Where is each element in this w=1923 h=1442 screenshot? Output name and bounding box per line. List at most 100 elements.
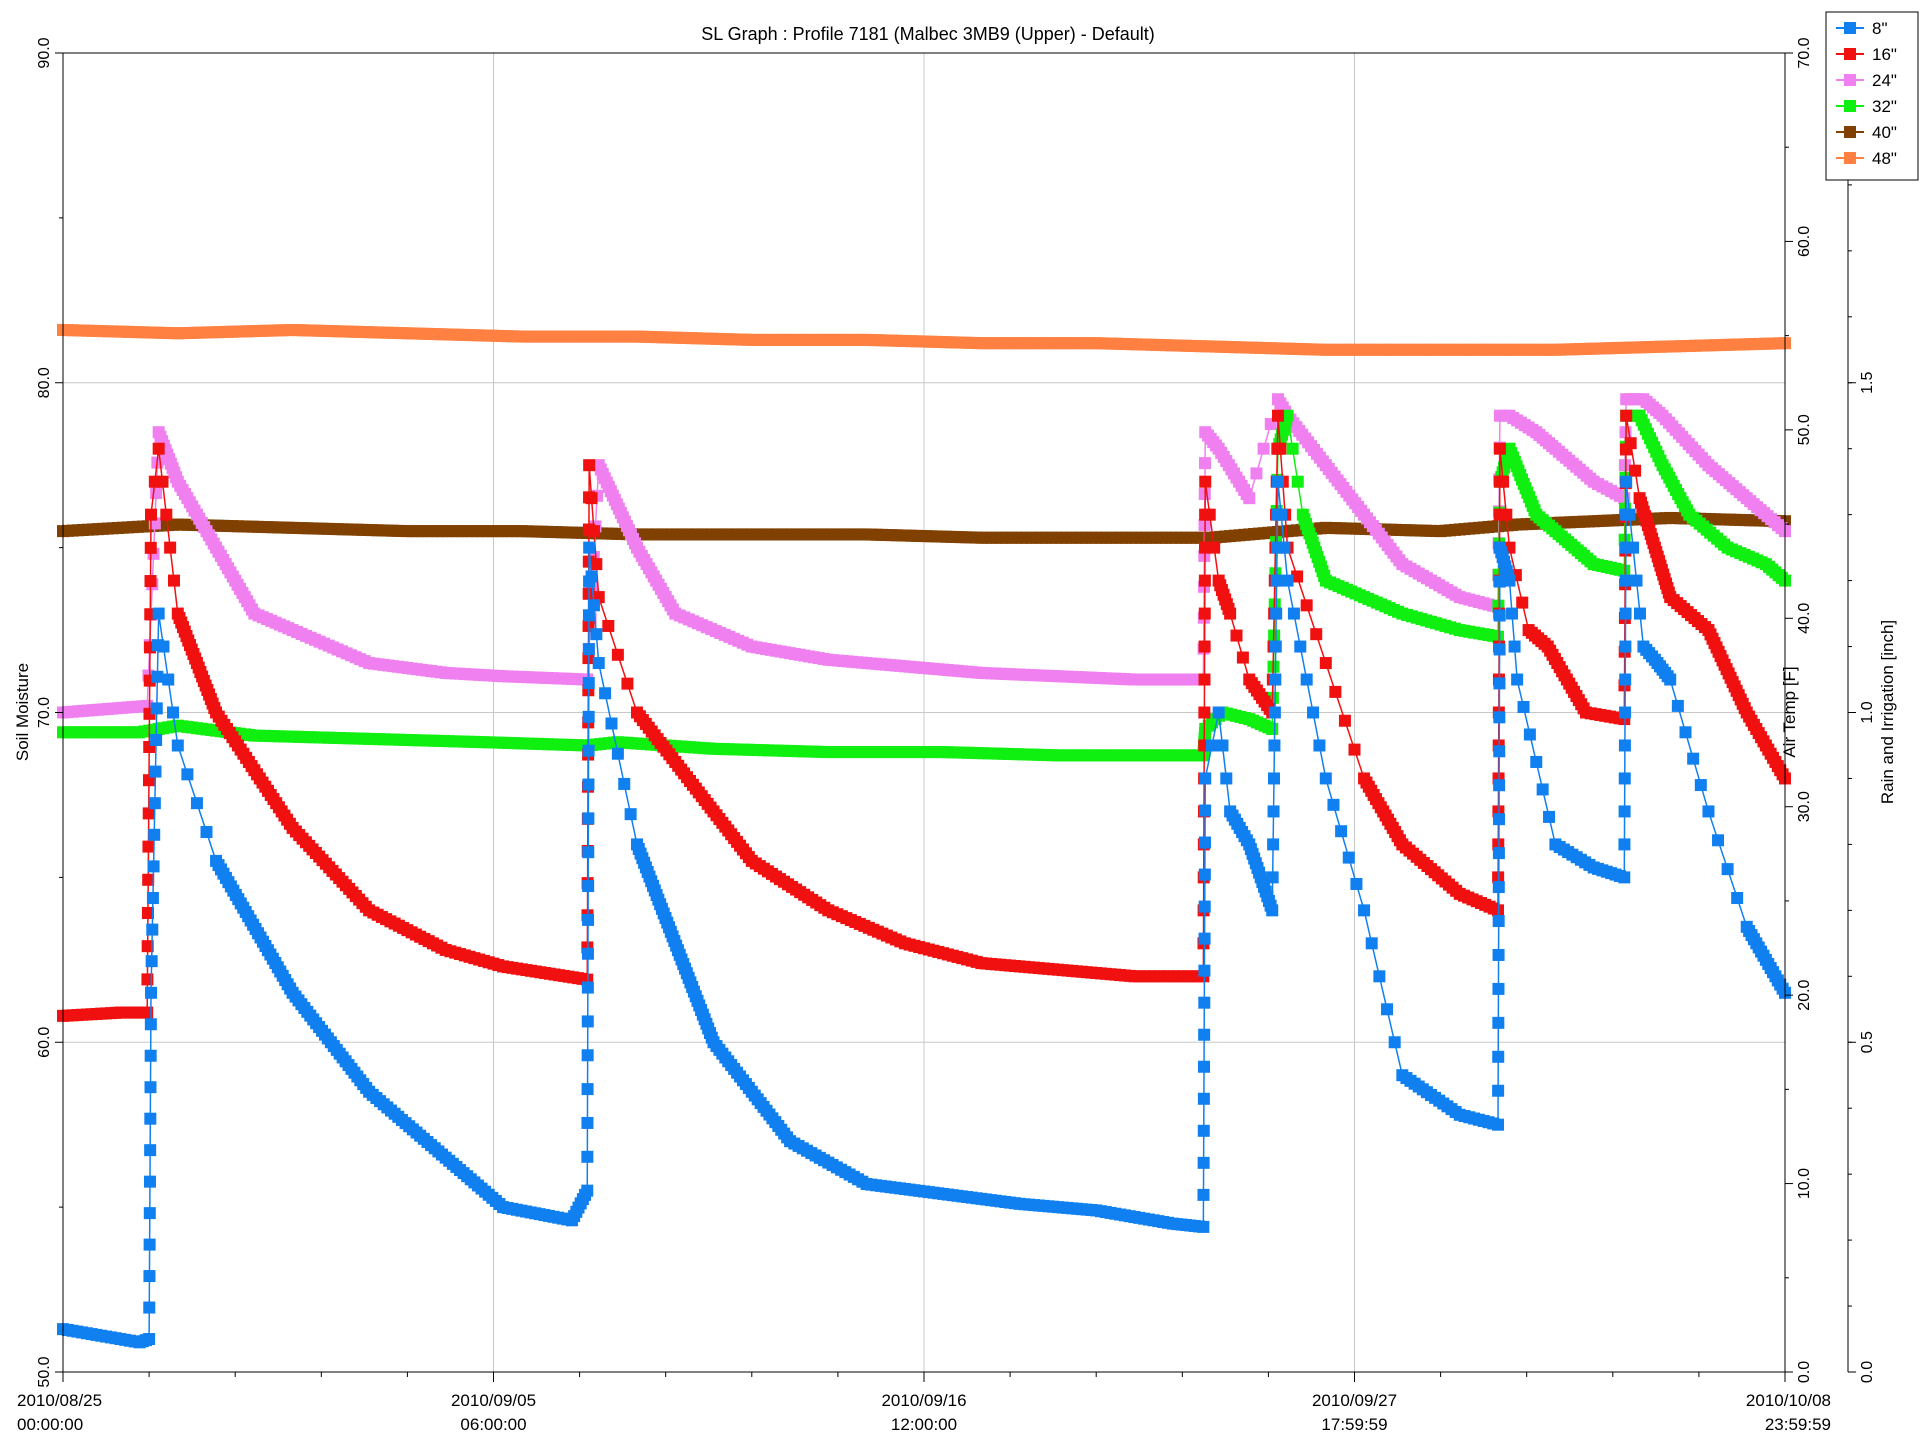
series-marker <box>582 880 595 893</box>
y-tick-label: 80.0 <box>36 367 53 398</box>
series-marker <box>1492 948 1505 961</box>
series-marker <box>145 955 158 968</box>
series-marker <box>583 459 596 472</box>
series-marker <box>1629 464 1642 477</box>
series-marker <box>1381 1003 1394 1016</box>
y3-tick-label: 0.5 <box>1859 1031 1876 1053</box>
series-marker <box>1500 508 1513 521</box>
series-marker <box>1198 706 1211 719</box>
series-marker <box>1275 508 1288 521</box>
series-marker <box>148 797 161 810</box>
y-tick-label: 50.0 <box>36 1356 53 1387</box>
series-marker <box>1203 508 1216 521</box>
series-marker <box>1198 932 1211 945</box>
series-marker <box>1492 881 1505 894</box>
series-marker <box>581 1116 594 1129</box>
series-marker <box>1493 779 1506 792</box>
series-marker <box>590 558 603 571</box>
series-marker <box>1310 628 1323 641</box>
series-marker <box>582 609 595 622</box>
series-marker <box>1338 714 1351 727</box>
series-marker <box>624 808 637 821</box>
series-marker <box>581 1049 594 1062</box>
series-marker <box>1620 409 1633 422</box>
series-marker <box>1313 739 1326 752</box>
series-marker <box>1197 1156 1210 1169</box>
series-marker <box>1269 640 1282 653</box>
series-marker <box>583 541 596 554</box>
series-marker <box>1619 607 1632 620</box>
series-marker <box>1618 772 1631 785</box>
series-marker <box>1267 805 1280 818</box>
y-tick-label: 70.0 <box>36 697 53 728</box>
y3-tick-label: 1.5 <box>1859 372 1876 394</box>
series-marker <box>1198 900 1211 913</box>
series-marker <box>1342 851 1355 864</box>
series-marker <box>1493 643 1506 656</box>
series-marker <box>1286 442 1299 455</box>
series-marker <box>144 1112 157 1125</box>
legend-swatch-marker <box>1844 22 1856 34</box>
series-marker <box>144 1081 157 1094</box>
series-marker <box>164 541 177 554</box>
series-marker <box>150 702 163 715</box>
series-marker <box>1250 467 1263 480</box>
series-marker <box>142 840 155 853</box>
series-marker <box>142 807 155 820</box>
series-marker <box>1492 1016 1505 1029</box>
series-marker <box>1493 609 1506 622</box>
series-marker <box>1205 739 1218 752</box>
series-marker <box>621 677 634 690</box>
x-tick-label-time: 12:00:00 <box>891 1415 957 1434</box>
series-marker <box>1224 607 1237 620</box>
series-marker <box>1266 904 1279 917</box>
legend-label: 32" <box>1872 97 1897 116</box>
series-marker <box>146 891 159 904</box>
x-tick-label: 2010/09/05 <box>451 1391 536 1410</box>
series-marker <box>1267 772 1280 785</box>
series-marker <box>1198 640 1211 653</box>
series-marker <box>1278 541 1291 554</box>
series-marker <box>1291 475 1304 488</box>
series-marker <box>1329 685 1342 698</box>
series-marker <box>1212 706 1225 719</box>
series-marker <box>152 442 165 455</box>
series-marker <box>581 981 594 994</box>
series-marker <box>156 475 169 488</box>
series-0 <box>57 475 1791 1349</box>
legend-label: 48" <box>1872 149 1897 168</box>
series-marker <box>1198 607 1211 620</box>
series-marker <box>1281 409 1294 422</box>
series-marker <box>1687 752 1700 765</box>
series-marker <box>1199 804 1212 817</box>
series-marker <box>1269 673 1282 686</box>
series-2 <box>57 393 1791 719</box>
y2-tick-label: 30.0 <box>1796 791 1813 822</box>
legend-swatch-marker <box>1844 48 1856 60</box>
y2-tick-label: 20.0 <box>1796 979 1813 1010</box>
series-marker <box>581 1184 594 1197</box>
series-marker <box>585 570 598 583</box>
y2-tick-label: 50.0 <box>1796 414 1813 445</box>
series-marker <box>145 986 158 999</box>
series-marker <box>1236 651 1249 664</box>
series-marker <box>602 619 615 632</box>
series-marker <box>1619 706 1632 719</box>
series-marker <box>1624 437 1637 450</box>
series-marker <box>144 1049 157 1062</box>
series-marker <box>1536 783 1549 796</box>
series-marker <box>1216 739 1229 752</box>
series-marker <box>1523 728 1536 741</box>
series-marker <box>1243 492 1256 505</box>
series-marker <box>1268 706 1281 719</box>
series-marker <box>1198 996 1211 1009</box>
series-marker <box>1618 739 1631 752</box>
series-marker <box>143 1207 156 1220</box>
y-tick-label: 60.0 <box>36 1027 53 1058</box>
series-marker <box>587 599 600 612</box>
series-marker <box>1358 904 1371 917</box>
legend-swatch-marker <box>1844 152 1856 164</box>
series-marker <box>1530 755 1543 768</box>
x-tick-label: 2010/09/16 <box>881 1391 966 1410</box>
